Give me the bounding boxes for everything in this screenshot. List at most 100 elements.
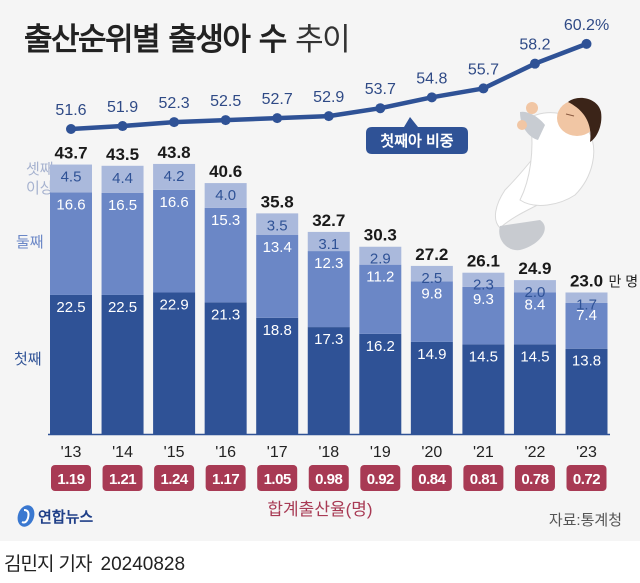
segment-value: 22.9: [159, 296, 188, 313]
tfr-badge: [51, 465, 91, 491]
tfr-value: 1.21: [109, 471, 136, 488]
first-child-share-line: 51.6 51.9 52.3 52.5 52.7 52.9 53.7 54.8 55.7 58.2…: [55, 17, 609, 134]
line-value: 52.9: [313, 89, 344, 106]
bar-total: 27.2: [415, 245, 448, 264]
bar-segment: [256, 317, 299, 434]
bar-segment: [50, 192, 92, 295]
segment-value: 2.3: [473, 277, 494, 294]
line-value: 52.3: [159, 95, 190, 112]
tfr-value: 0.92: [367, 471, 394, 488]
tfr-badge: [411, 465, 452, 491]
line-point: [323, 111, 334, 122]
tfr-value: 1.17: [212, 471, 239, 488]
infographic-panel: 출산순위별 출생아 수 추이 셋째 이상 둘째 첫째 22.5 16.6 4.5 43…: [14, 16, 639, 529]
segment-value: 1.7: [576, 296, 597, 313]
byline-date: 20240828: [100, 554, 186, 575]
bar-segment: [565, 292, 608, 303]
bar-segment: [256, 213, 299, 236]
bar-total: 43.7: [54, 144, 87, 163]
bar-group: 13.8 7.41.7 23.0 만 명: [565, 271, 639, 434]
bar-segment: [462, 344, 505, 434]
tfr-badge: [463, 465, 504, 491]
segment-value: 18.8: [263, 322, 292, 339]
source-label: 자료:통계청: [549, 512, 622, 529]
bar-total: 24.9: [518, 259, 551, 278]
tfr-value: 1.24: [160, 471, 188, 488]
segment-value: 14.5: [520, 348, 549, 365]
line-value: 51.6: [55, 102, 86, 119]
x-tick-label: '18: [318, 444, 339, 461]
bar-total: 23.0: [570, 271, 603, 290]
x-axis-labels: '13 '14 '15 '16 '17 '18 '19 '20 '21 '22 '23: [61, 444, 597, 461]
callout-label: 첫째아 비중: [380, 133, 453, 150]
line-point: [66, 124, 76, 134]
segment-value: 17.3: [314, 331, 343, 348]
bar-group: 21.3 15.3 4.0 40.6: [204, 162, 247, 434]
line-point: [220, 115, 231, 126]
line-value: 54.8: [416, 70, 447, 87]
bar-segment: [307, 327, 350, 434]
bar-segment: [565, 302, 608, 349]
legend-third-line2: 이상: [26, 180, 54, 197]
segment-value: 7.4: [576, 307, 597, 324]
line-point: [581, 38, 592, 49]
x-tick-label: '16: [215, 444, 236, 461]
bar-total: 40.6: [209, 162, 242, 181]
tfr-badge: [566, 465, 607, 491]
bar-segment: [410, 341, 453, 434]
segment-value: 13.8: [572, 353, 601, 370]
line-point: [529, 58, 540, 69]
tfr-value: 0.98: [315, 471, 342, 488]
bar-segment: [204, 302, 247, 434]
line-value: 55.7: [468, 61, 499, 78]
segment-value: 16.2: [366, 338, 395, 355]
segment-value: 2.0: [525, 284, 546, 301]
bar-segment: [101, 165, 144, 193]
bar-segment: [204, 207, 247, 303]
segment-value: 2.9: [370, 251, 391, 268]
unit-label: 만 명: [609, 273, 639, 289]
segment-value: 9.3: [473, 291, 494, 308]
line-value: 52.5: [210, 93, 241, 110]
segment-value: 4.5: [61, 169, 82, 186]
tfr-value: 0.84: [418, 471, 446, 488]
bar-group: 22.5 16.5 4.4 43.5: [101, 145, 144, 434]
chart-canvas: 셋째 이상 둘째 첫째 22.5 16.6 4.5 43.7 22.5 16.5 4.4 43…: [14, 17, 639, 529]
bar-total: 35.8: [261, 192, 294, 211]
segment-value: 4.2: [164, 168, 185, 185]
line-value: 60.2%: [564, 17, 609, 34]
bar-group: 22.5 16.6 4.5 43.7: [50, 144, 92, 434]
bar-segment: [462, 272, 505, 287]
bar-segment: [101, 192, 144, 295]
bar-total: 43.5: [106, 145, 139, 164]
tfr-value: 1.05: [264, 471, 291, 488]
bar-total: 32.7: [312, 211, 345, 230]
bar-segment: [101, 294, 144, 434]
segment-value: 22.5: [108, 299, 137, 316]
segment-value: 2.5: [421, 270, 442, 287]
bar-group: 16.2 11.22.9 30.3: [359, 226, 402, 434]
callout-first-child-share: 첫째아 비중: [366, 117, 468, 154]
segment-value: 3.1: [318, 236, 339, 253]
bar-segment: [50, 294, 92, 434]
bar-total: 30.3: [364, 226, 397, 245]
bar-segment: [50, 164, 92, 193]
line-point: [426, 92, 437, 103]
segment-value: 3.5: [267, 217, 288, 234]
segment-value: 16.6: [56, 196, 85, 213]
segment-value: 14.9: [417, 346, 446, 363]
bar-segment: [204, 183, 247, 208]
title-sub: 추이: [295, 22, 351, 58]
segment-value: 12.3: [314, 255, 343, 272]
tfr-value: 0.78: [521, 471, 548, 488]
bar-segment: [513, 344, 556, 434]
tfr-badge: [308, 465, 349, 491]
legend-third-line1: 셋째: [26, 161, 54, 178]
tfr-badge: [514, 465, 555, 491]
line-point: [478, 83, 489, 94]
line-point: [272, 113, 283, 124]
x-tick-label: '14: [112, 444, 133, 461]
baby-illustration-icon: [494, 97, 602, 251]
bar-total: 43.8: [158, 143, 191, 162]
tfr-badge: [154, 465, 195, 491]
